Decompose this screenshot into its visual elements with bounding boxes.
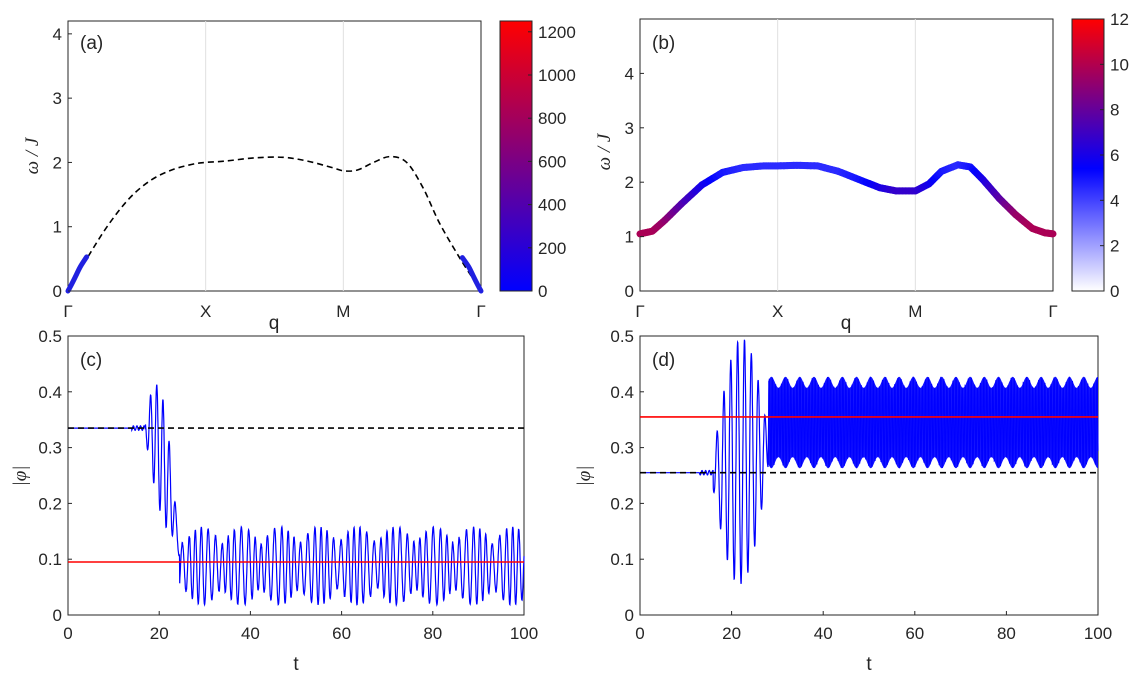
grid-a: [205, 21, 344, 291]
colorbar-ticks-b: 0 2 4 6 8 10 12: [1100, 10, 1129, 301]
y-tick-label-d: 0.5: [610, 327, 634, 346]
x-axis-label-b: q: [841, 313, 852, 334]
grid-b: [777, 19, 916, 291]
x-axis-label-c: t: [293, 654, 299, 675]
y-tick-label-b: 3: [625, 119, 634, 138]
colorbar-tick-label-a: 200: [538, 239, 566, 258]
y-axis-label-b: ω / J: [594, 132, 615, 170]
x-tick-label-b: M: [908, 302, 922, 321]
series-a: [65, 155, 484, 294]
x-tick-label-c: 80: [423, 624, 442, 643]
colorbar-tick-label-a: 400: [538, 196, 566, 215]
y-tick-label-c: 0.2: [38, 494, 62, 513]
series-b: [636, 161, 1057, 238]
x-tick-label-c: 40: [241, 624, 260, 643]
x-tick-label-d: 100: [1084, 624, 1112, 643]
y-tick-label-d: 0.3: [610, 439, 634, 458]
y-tick-label-c: 0: [53, 606, 62, 625]
x-tick-label-c: 60: [332, 624, 351, 643]
y-tick-label-c: 0.4: [38, 383, 62, 402]
x-tick-label-d: 20: [722, 624, 741, 643]
phi-series-c: [68, 384, 525, 608]
y-tick-label-a: 3: [53, 89, 62, 108]
y-tick-label-c: 0.5: [38, 327, 62, 346]
colorbar-tick-label-a: 1000: [538, 66, 576, 85]
y-tick-label-b: 2: [625, 173, 634, 192]
y-tick-label-d: 0.4: [610, 383, 634, 402]
x-tick-label-b: X: [772, 302, 783, 321]
y-tick-label-c: 0.1: [38, 550, 62, 569]
x-tick-label-c: 20: [150, 624, 169, 643]
x-tick-label-d: 60: [905, 624, 924, 643]
colorbar-tick-label-b: 6: [1110, 146, 1119, 165]
y-tick-label-a: 2: [53, 153, 62, 172]
y-tick-label-b: 1: [625, 228, 634, 247]
x-axis-label-a: q: [269, 313, 280, 334]
ticks-c: 0 20 40 60 80 100 0 0.1 0.2 0.3 0.4 0.5: [38, 327, 538, 643]
x-tick-label-d: 40: [814, 624, 833, 643]
x-tick-label-a: X: [200, 302, 211, 321]
colorbar-tick-label-b: 4: [1110, 191, 1119, 210]
colorbar-tick-label-b: 10: [1110, 55, 1129, 74]
y-tick-label-d: 0.1: [610, 550, 634, 569]
y-axis-label-d: |φ|: [574, 466, 595, 487]
colorbar-a: [499, 20, 533, 292]
ticks-d: 0 20 40 60 80 100 0 0.1 0.2 0.3 0.4 0.5: [610, 327, 1112, 643]
panel-label-d: (d): [652, 350, 675, 371]
y-tick-label-d: 0: [625, 606, 634, 625]
colorbar-tick-label-b: 12: [1110, 10, 1129, 29]
y-axis-label-c: |φ|: [10, 466, 31, 487]
x-tick-label-c: 0: [63, 624, 72, 643]
y-tick-label-b: 0: [625, 282, 634, 301]
panel-d: 0 20 40 60 80 100 0 0.1 0.2 0.3 0.4 0.5 (d) t |φ|: [574, 327, 1112, 675]
dispersion-colored-segment-a: [459, 255, 484, 294]
colorbar-tick-label-b: 8: [1110, 101, 1119, 120]
colorbar-tick-label-a: 600: [538, 152, 566, 171]
colorbar-tick-label-b: 0: [1110, 282, 1119, 301]
y-tick-label-a: 4: [53, 25, 62, 44]
colorbar-tick-label-a: 0: [538, 282, 547, 301]
y-tick-label-c: 0.3: [38, 439, 62, 458]
panel-c: 0 20 40 60 80 100 0 0.1 0.2 0.3 0.4 0.5 (c) t |φ|: [10, 327, 538, 675]
series-c: [68, 384, 525, 608]
colorbar-ticks-a: 0 200 400 600 800 1000 1200: [528, 23, 576, 301]
x-tick-label-b: Γ: [635, 302, 644, 321]
colorbar-tick-label-b: 2: [1110, 237, 1119, 256]
dispersion-colored-segment-a: [65, 254, 90, 294]
x-tick-label-a: M: [336, 302, 350, 321]
x-tick-label-a: Γ: [63, 302, 72, 321]
x-tick-label-c: 100: [510, 624, 538, 643]
colorbar-tick-label-a: 800: [538, 109, 566, 128]
y-tick-label-a: 0: [53, 282, 62, 301]
y-tick-label-d: 0.2: [610, 494, 634, 513]
panel-label-b: (b): [652, 33, 675, 54]
x-tick-label-b: Γ: [1048, 302, 1057, 321]
series-d: [640, 339, 1099, 585]
x-tick-label-d: 0: [635, 624, 644, 643]
panel-label-c: (c): [80, 350, 102, 371]
y-tick-label-b: 4: [625, 64, 634, 83]
plot-area-a: [67, 20, 482, 292]
x-tick-label-d: 80: [997, 624, 1016, 643]
plot-area-d: [639, 335, 1099, 616]
panel-label-a: (a): [80, 33, 103, 54]
y-axis-label-a: ω / J: [22, 136, 43, 174]
y-tick-label-a: 1: [53, 218, 62, 237]
plot-area-b: [639, 18, 1054, 292]
phi-band-d: [768, 376, 1098, 469]
colorbar-b: [1071, 18, 1105, 292]
colorbar-tick-label-a: 1200: [538, 23, 576, 42]
x-tick-label-a: Γ: [476, 302, 485, 321]
x-axis-label-d: t: [866, 654, 872, 675]
